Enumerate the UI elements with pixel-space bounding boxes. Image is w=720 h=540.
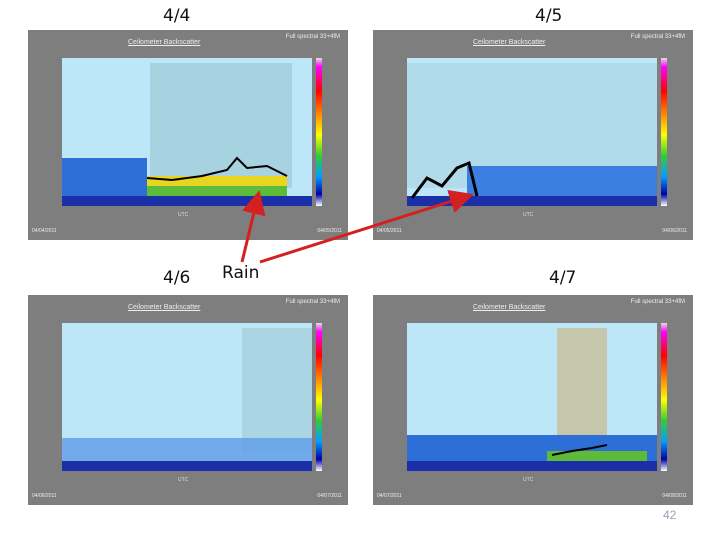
plot-title: Ceilometer Backscatter <box>128 304 201 311</box>
chart-panel-4-7: Ceilometer Backscatter Full spectral 33+… <box>373 295 693 505</box>
colorbar <box>316 323 322 471</box>
noise-region <box>557 328 607 453</box>
cloud-base-line <box>551 444 608 456</box>
surface-band-green <box>147 186 287 196</box>
plot-title: Ceilometer Backscatter <box>473 304 546 311</box>
chart-panel-4-5: Ceilometer Backscatter Full spectral 33+… <box>373 30 693 240</box>
date-left: 04/04/2011 <box>32 228 57 234</box>
x-axis-label: UTC <box>523 212 534 218</box>
date-label-4-5: 4/5 <box>535 6 563 26</box>
date-left: 04/05/2011 <box>377 228 402 234</box>
backscatter-plot-4-5 <box>407 58 657 206</box>
plot-code: Full spectral 33+4fM <box>630 299 685 305</box>
ground-band <box>62 461 312 471</box>
plot-title: Ceilometer Backscatter <box>128 39 201 46</box>
plot-code: Full spectral 33+4fM <box>285 299 340 305</box>
ground-band <box>407 461 657 471</box>
colorbar <box>661 58 667 206</box>
low-signal-band <box>62 158 147 196</box>
low-signal-band <box>467 166 657 196</box>
chart-panel-4-4: Ceilometer Backscatter Full spectral 33+… <box>28 30 348 240</box>
ground-band <box>407 196 657 206</box>
date-left: 04/06/2011 <box>32 493 57 499</box>
backscatter-plot-4-6 <box>62 323 312 471</box>
x-axis-label: UTC <box>178 212 189 218</box>
date-label-4-7: 4/7 <box>549 268 577 288</box>
noise-region <box>242 328 312 453</box>
plot-code: Full spectral 33+4fM <box>285 34 340 40</box>
date-label-4-6: 4/6 <box>163 268 191 288</box>
cloud-base-line <box>410 160 479 199</box>
backscatter-plot-4-4 <box>62 58 312 206</box>
arrow-to-4-5 <box>259 190 474 264</box>
plot-code: Full spectral 33+4fM <box>630 34 685 40</box>
date-left: 04/07/2011 <box>377 493 402 499</box>
plot-title: Ceilometer Backscatter <box>473 39 546 46</box>
ground-band <box>62 196 312 206</box>
rain-label: Rain <box>222 263 260 283</box>
chart-panel-4-6: Ceilometer Backscatter Full spectral 33+… <box>28 295 348 505</box>
arrow-to-4-4 <box>240 190 266 263</box>
backscatter-plot-4-7 <box>407 323 657 471</box>
page-number: 42 <box>663 508 677 522</box>
low-signal-band <box>62 438 312 461</box>
surface-band-green <box>547 451 647 461</box>
date-right: 04/08/2011 <box>662 493 687 499</box>
date-label-4-4: 4/4 <box>163 6 191 26</box>
colorbar <box>316 58 322 206</box>
cloud-base-line <box>146 156 288 182</box>
colorbar <box>661 323 667 471</box>
x-axis-label: UTC <box>178 477 189 483</box>
x-axis-label: UTC <box>523 477 534 483</box>
date-right: 04/07/2011 <box>317 493 342 499</box>
date-right: 04/05/2011 <box>317 228 342 234</box>
date-right: 04/06/2011 <box>662 228 687 234</box>
